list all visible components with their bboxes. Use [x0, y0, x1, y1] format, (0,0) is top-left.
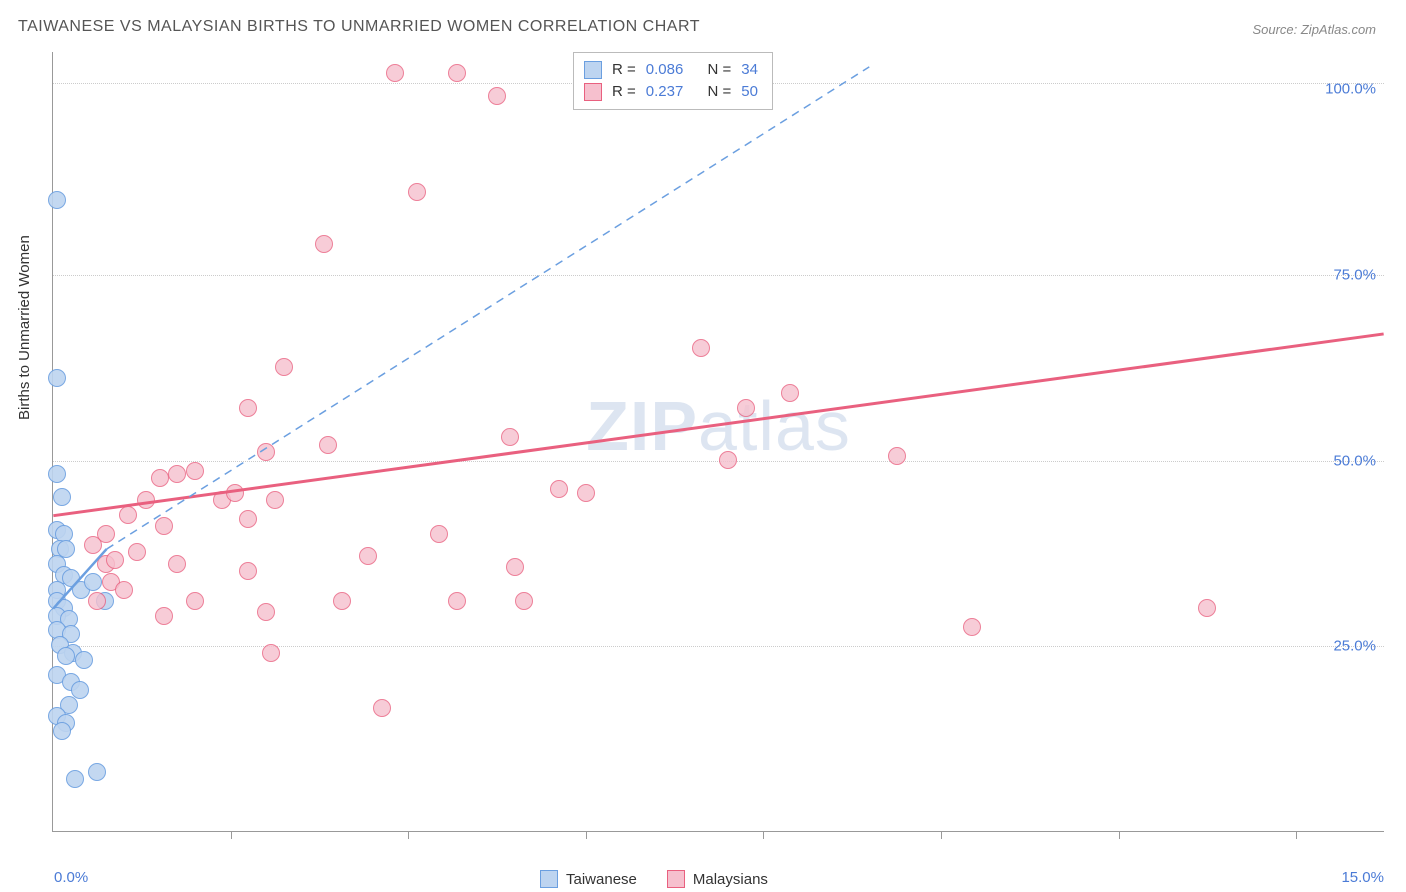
scatter-point	[84, 573, 102, 591]
scatter-point	[75, 651, 93, 669]
gridline	[53, 646, 1384, 647]
scatter-point	[319, 436, 337, 454]
r-value: 0.237	[646, 81, 684, 103]
scatter-point	[430, 525, 448, 543]
scatter-point	[168, 555, 186, 573]
legend-label: Malaysians	[693, 871, 768, 888]
scatter-point	[137, 491, 155, 509]
scatter-point	[57, 647, 75, 665]
x-tick	[763, 831, 764, 839]
scatter-point	[88, 592, 106, 610]
scatter-point	[257, 443, 275, 461]
r-label: R =	[612, 81, 636, 103]
scatter-point	[226, 484, 244, 502]
scatter-point	[275, 358, 293, 376]
scatter-point	[106, 551, 124, 569]
scatter-point	[48, 369, 66, 387]
swatch-taiwanese	[584, 61, 602, 79]
scatter-point	[239, 399, 257, 417]
legend-item-malaysians: Malaysians	[667, 870, 768, 888]
scatter-point	[333, 592, 351, 610]
scatter-point	[53, 488, 71, 506]
scatter-point	[239, 562, 257, 580]
scatter-point	[257, 603, 275, 621]
y-tick-label: 100.0%	[1325, 81, 1376, 98]
scatter-point	[577, 484, 595, 502]
stats-legend: R = 0.086 N = 34 R = 0.237 N = 50	[573, 52, 773, 110]
scatter-point	[448, 64, 466, 82]
swatch-malaysians	[584, 83, 602, 101]
x-axis-max-label: 15.0%	[1341, 869, 1384, 886]
watermark-bold: ZIP	[586, 387, 698, 465]
scatter-point	[1198, 599, 1216, 617]
chart-container: TAIWANESE VS MALAYSIAN BIRTHS TO UNMARRI…	[0, 0, 1406, 892]
scatter-point	[128, 543, 146, 561]
scatter-point	[88, 763, 106, 781]
swatch-taiwanese	[540, 870, 558, 888]
scatter-point	[963, 618, 981, 636]
x-tick	[1119, 831, 1120, 839]
y-tick-label: 50.0%	[1333, 452, 1376, 469]
r-value: 0.086	[646, 59, 684, 81]
plot-area: ZIPatlas R = 0.086 N = 34 R = 0.237 N = …	[52, 52, 1384, 832]
y-tick-label: 75.0%	[1333, 266, 1376, 283]
y-axis-label: Births to Unmarried Women	[16, 235, 33, 420]
swatch-malaysians	[667, 870, 685, 888]
scatter-point	[151, 469, 169, 487]
watermark: ZIPatlas	[586, 386, 851, 466]
n-value: 50	[741, 81, 758, 103]
scatter-point	[373, 699, 391, 717]
scatter-point	[488, 87, 506, 105]
scatter-point	[501, 428, 519, 446]
x-tick	[941, 831, 942, 839]
scatter-point	[155, 607, 173, 625]
legend-item-taiwanese: Taiwanese	[540, 870, 637, 888]
y-tick-label: 25.0%	[1333, 638, 1376, 655]
scatter-point	[186, 592, 204, 610]
n-label: N =	[707, 59, 731, 81]
x-axis-min-label: 0.0%	[54, 869, 88, 886]
scatter-point	[168, 465, 186, 483]
legend-row-malaysians: R = 0.237 N = 50	[584, 81, 758, 103]
scatter-point	[719, 451, 737, 469]
source-attribution: Source: ZipAtlas.com	[1252, 22, 1376, 37]
scatter-point	[48, 191, 66, 209]
trend-lines	[53, 52, 1384, 831]
r-label: R =	[612, 59, 636, 81]
chart-title: TAIWANESE VS MALAYSIAN BIRTHS TO UNMARRI…	[18, 18, 700, 36]
scatter-point	[359, 547, 377, 565]
scatter-point	[448, 592, 466, 610]
scatter-point	[186, 462, 204, 480]
scatter-point	[737, 399, 755, 417]
scatter-point	[53, 722, 71, 740]
scatter-point	[781, 384, 799, 402]
legend-label: Taiwanese	[566, 871, 637, 888]
scatter-point	[84, 536, 102, 554]
scatter-point	[115, 581, 133, 599]
scatter-point	[888, 447, 906, 465]
scatter-point	[515, 592, 533, 610]
scatter-point	[408, 183, 426, 201]
scatter-point	[550, 480, 568, 498]
scatter-point	[315, 235, 333, 253]
scatter-point	[155, 517, 173, 535]
scatter-point	[48, 465, 66, 483]
scatter-point	[119, 506, 137, 524]
x-tick	[231, 831, 232, 839]
scatter-point	[266, 491, 284, 509]
x-tick	[1296, 831, 1297, 839]
scatter-point	[239, 510, 257, 528]
series-legend: Taiwanese Malaysians	[540, 870, 768, 888]
scatter-point	[262, 644, 280, 662]
n-value: 34	[741, 59, 758, 81]
scatter-point	[66, 770, 84, 788]
scatter-point	[386, 64, 404, 82]
n-label: N =	[707, 81, 731, 103]
scatter-point	[692, 339, 710, 357]
scatter-point	[506, 558, 524, 576]
x-tick	[586, 831, 587, 839]
legend-row-taiwanese: R = 0.086 N = 34	[584, 59, 758, 81]
gridline	[53, 275, 1384, 276]
x-tick	[408, 831, 409, 839]
